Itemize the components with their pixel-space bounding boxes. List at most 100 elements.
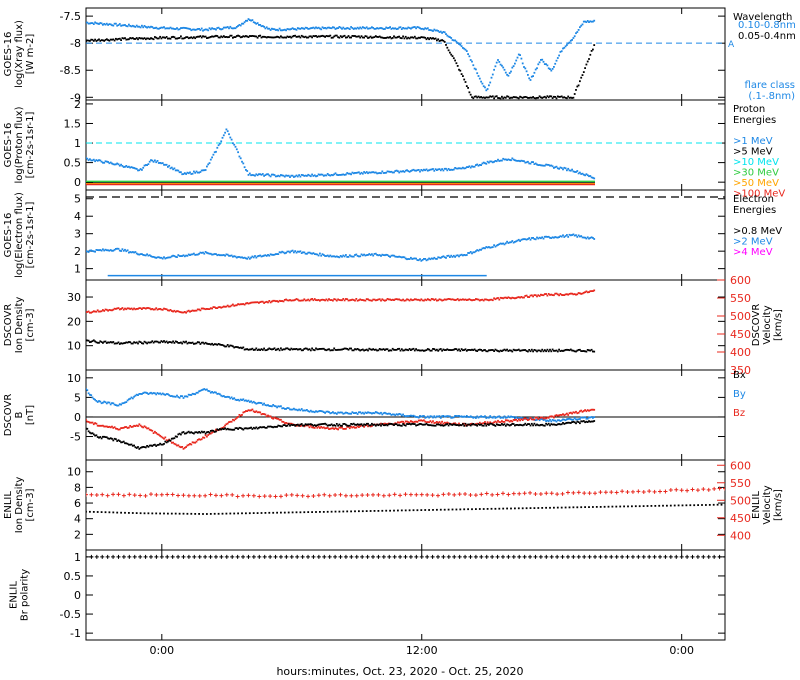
data-point — [228, 421, 230, 423]
data-point — [390, 28, 393, 30]
data-point — [497, 158, 499, 161]
data-point — [316, 426, 319, 429]
data-point — [564, 45, 567, 48]
data-point — [511, 423, 514, 425]
data-point — [326, 424, 329, 427]
data-point — [421, 259, 424, 261]
data-point — [180, 395, 182, 397]
threshold-label: A — [728, 40, 735, 50]
data-point — [446, 423, 449, 425]
data-point — [398, 554, 403, 559]
data-point — [334, 172, 337, 175]
y-tick-label: 1.5 — [64, 117, 82, 130]
data-point — [432, 420, 434, 423]
data-point — [420, 28, 423, 30]
data-point — [549, 68, 551, 70]
data-point — [320, 173, 323, 176]
data-point — [543, 349, 546, 351]
data-point — [215, 307, 217, 309]
data-point — [280, 251, 282, 254]
data-point — [147, 25, 150, 28]
data-point — [387, 36, 390, 39]
data-point — [541, 294, 544, 296]
data-point — [507, 423, 510, 426]
data-point — [614, 554, 619, 559]
data-point — [565, 490, 570, 495]
data-point — [267, 301, 269, 304]
data-point — [408, 554, 413, 559]
data-point — [246, 35, 249, 38]
data-point — [564, 419, 567, 422]
data-point — [230, 492, 235, 497]
data-point — [511, 240, 514, 242]
data-point — [206, 28, 208, 31]
data-point — [347, 412, 350, 415]
data-point — [141, 446, 143, 449]
data-point — [443, 349, 446, 351]
data-point — [95, 159, 98, 161]
data-point — [341, 36, 343, 39]
data-point — [151, 392, 154, 395]
data-point — [478, 248, 481, 251]
data-point — [161, 308, 164, 311]
data-point — [592, 20, 594, 23]
data-point — [286, 347, 289, 350]
data-point — [423, 36, 425, 39]
data-point — [343, 493, 348, 498]
data-point — [567, 421, 570, 424]
data-point — [546, 416, 549, 419]
data-point — [514, 159, 516, 162]
data-point — [170, 27, 173, 30]
data-point — [352, 255, 355, 258]
data-point — [424, 349, 427, 352]
data-point — [170, 166, 173, 169]
data-point — [125, 38, 128, 41]
data-point — [226, 395, 229, 398]
data-point — [377, 424, 380, 427]
data-point — [133, 167, 135, 169]
data-point — [294, 424, 297, 427]
data-point — [625, 489, 630, 494]
data-point — [334, 349, 337, 351]
data-point — [102, 309, 104, 311]
data-point — [107, 24, 109, 26]
data-point — [143, 446, 146, 448]
data-point — [384, 411, 386, 414]
data-point — [120, 24, 122, 27]
data-point — [364, 254, 367, 257]
data-point — [141, 169, 143, 171]
data-point — [339, 426, 342, 429]
data-point — [371, 412, 373, 415]
data-point — [283, 299, 286, 301]
data-point — [348, 28, 351, 30]
data-point — [386, 298, 389, 300]
data-point — [568, 233, 571, 236]
data-point — [490, 76, 493, 79]
data-point — [143, 307, 146, 309]
data-point — [144, 254, 147, 257]
data-point — [258, 302, 260, 304]
data-point — [187, 172, 190, 175]
data-point — [269, 175, 272, 178]
data-point — [476, 424, 479, 427]
data-point — [393, 254, 395, 257]
data-point — [528, 554, 533, 559]
data-point — [549, 491, 554, 496]
data-point — [228, 345, 230, 348]
data-point — [322, 554, 327, 559]
data-point — [555, 414, 558, 416]
data-point — [89, 22, 91, 25]
data-point — [397, 413, 399, 416]
data-point — [328, 26, 330, 29]
data-point — [717, 554, 722, 559]
data-point — [167, 256, 169, 259]
data-point — [121, 248, 124, 251]
data-point — [361, 172, 364, 175]
data-point — [560, 95, 563, 98]
data-point — [191, 37, 194, 40]
x-tick-label: 0:00 — [669, 644, 694, 657]
data-point — [490, 507, 493, 510]
data-point — [533, 238, 536, 240]
data-point — [286, 422, 289, 425]
data-point — [358, 35, 360, 38]
